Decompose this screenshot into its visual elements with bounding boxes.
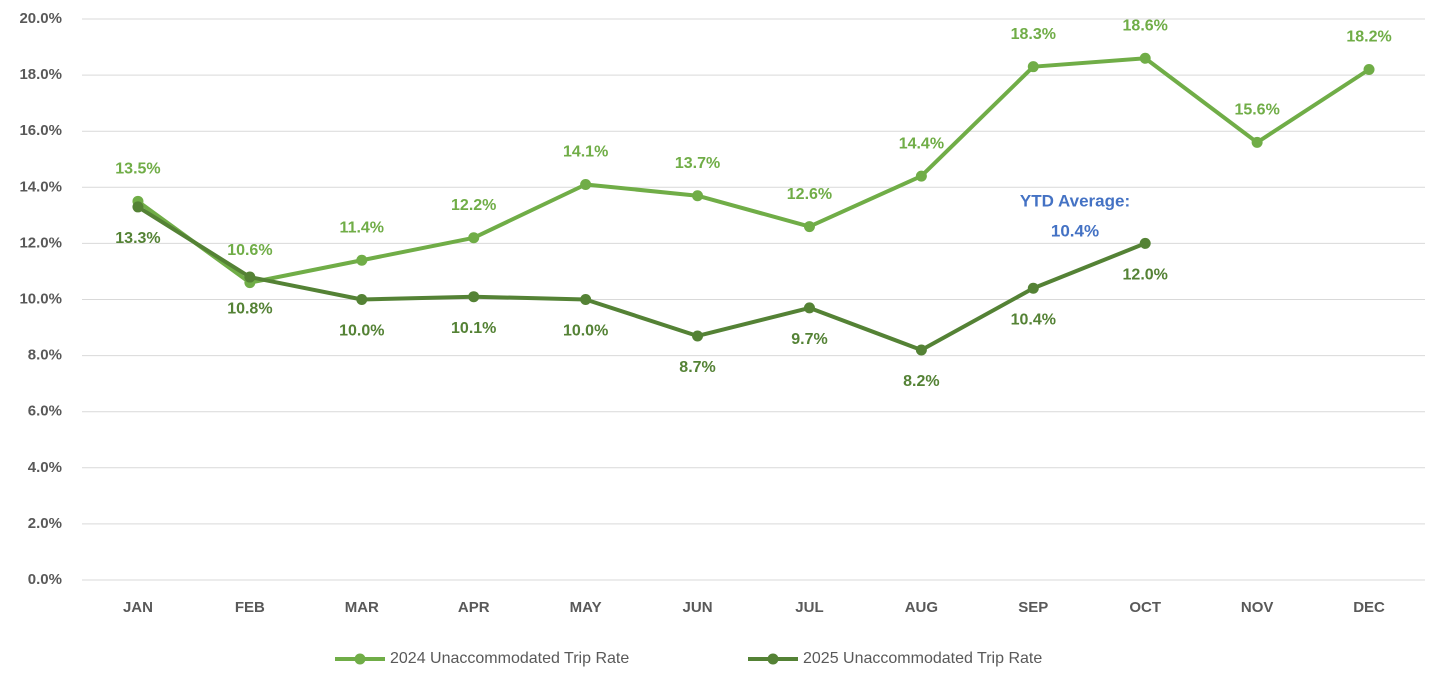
data-label: 18.2% [1346, 29, 1391, 46]
data-point [244, 271, 256, 283]
x-tick-label: FEB [235, 599, 265, 616]
data-label: 15.6% [1234, 102, 1279, 119]
annotation: 10.4% [1051, 221, 1099, 240]
data-label: 10.8% [227, 300, 272, 317]
data-label: 11.4% [340, 219, 384, 236]
data-label: 12.0% [1123, 267, 1168, 284]
x-tick-label: NOV [1241, 599, 1274, 616]
legend-label: 2024 Unaccommodated Trip Rate [390, 650, 629, 667]
data-point [1027, 282, 1039, 294]
data-label: 13.7% [675, 155, 720, 172]
x-tick-label: JUN [683, 599, 713, 616]
data-label: 12.2% [451, 197, 496, 214]
series-line [136, 56, 1371, 285]
x-tick-label: DEC [1353, 599, 1385, 616]
data-point [1139, 237, 1151, 249]
data-point [356, 294, 368, 305]
legend-label: 2025 Unaccommodated Trip Rate [803, 650, 1042, 667]
y-tick-label: 12.0% [19, 234, 62, 251]
x-tick-label: SEP [1018, 599, 1048, 616]
data-point [915, 170, 927, 182]
data-point [1027, 61, 1039, 73]
series-line [136, 205, 1146, 352]
y-tick-label: 8.0% [28, 347, 62, 364]
data-point [803, 302, 815, 314]
data-point [468, 232, 480, 244]
data-label: 12.6% [787, 186, 832, 203]
data-point [692, 190, 704, 202]
y-tick-label: 0.0% [28, 571, 62, 588]
data-label: 10.0% [563, 323, 608, 340]
x-tick-label: APR [458, 599, 490, 616]
x-tick-label: AUG [905, 599, 938, 616]
data-label: 18.3% [1011, 26, 1056, 43]
data-point [1139, 52, 1151, 64]
x-tick-label: OCT [1129, 599, 1161, 616]
data-point [1251, 136, 1263, 148]
y-tick-label: 2.0% [28, 515, 62, 532]
data-label: 10.0% [339, 323, 384, 340]
data-point [915, 344, 927, 356]
data-label: 18.6% [1123, 17, 1168, 34]
data-label: 9.7% [791, 331, 827, 348]
data-label: 8.7% [679, 359, 715, 376]
data-point [580, 294, 592, 305]
data-label: 14.4% [899, 135, 944, 152]
data-point [468, 291, 480, 303]
y-tick-label: 20.0% [19, 10, 62, 27]
y-tick-label: 14.0% [19, 178, 62, 195]
x-tick-label: MAY [570, 599, 602, 616]
data-label: 13.5% [115, 161, 160, 178]
data-point [803, 221, 815, 233]
data-label: 10.1% [451, 320, 496, 337]
data-label: 10.4% [1011, 311, 1056, 328]
y-tick-label: 4.0% [28, 459, 62, 476]
data-point [1363, 63, 1375, 75]
data-point [580, 178, 592, 190]
data-label: 13.3% [115, 230, 160, 247]
y-tick-label: 18.0% [19, 66, 62, 83]
x-tick-label: MAR [345, 599, 379, 616]
data-point [692, 330, 704, 342]
legend-marker [767, 653, 779, 665]
data-label: 10.6% [227, 242, 272, 259]
y-tick-label: 6.0% [28, 403, 62, 420]
legend-marker [354, 653, 366, 665]
x-tick-label: JUL [795, 599, 823, 616]
data-point [356, 254, 368, 266]
y-tick-label: 10.0% [19, 290, 62, 307]
x-tick-label: JAN [123, 599, 153, 616]
data-point [132, 201, 144, 213]
data-label: 14.1% [563, 144, 608, 161]
annotation: YTD Average: [1020, 191, 1130, 210]
data-label: 8.2% [903, 373, 939, 390]
y-tick-label: 16.0% [19, 122, 62, 139]
